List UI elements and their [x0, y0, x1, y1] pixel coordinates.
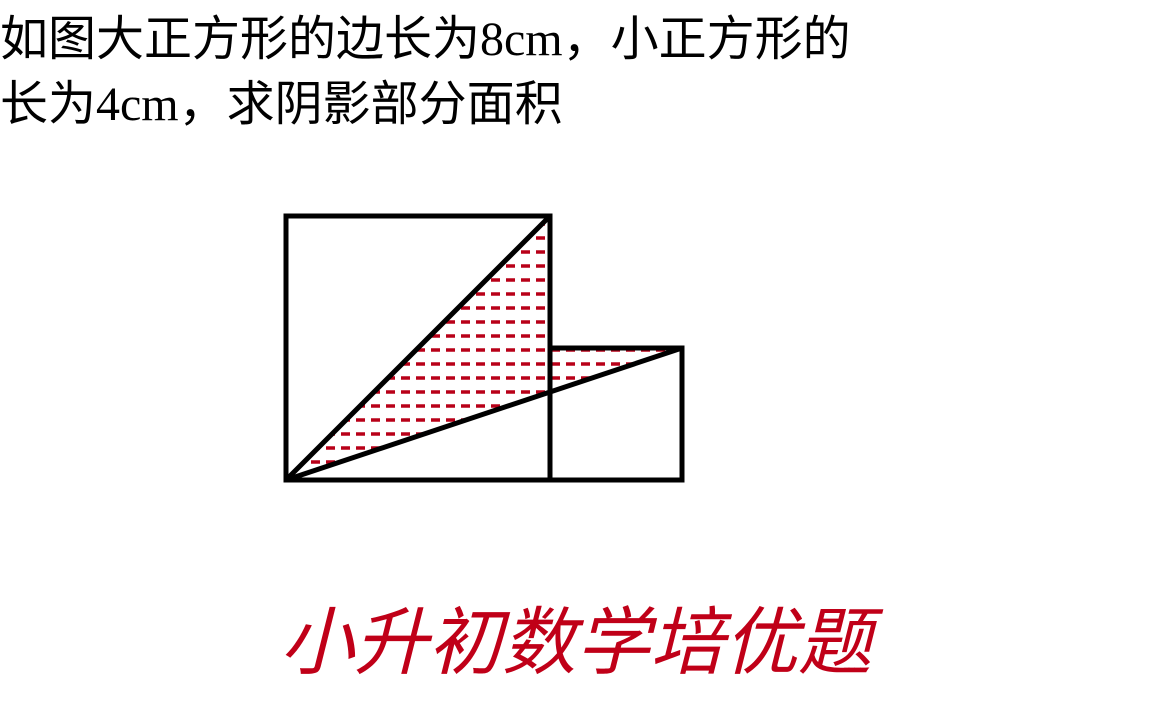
- problem-text: 如图大正方形的边长为8cm，小正方形的 长为4cm，求阴影部分面积: [0, 8, 851, 138]
- problem-line-2: 长为4cm，求阴影部分面积: [0, 73, 851, 138]
- geometry-diagram: [280, 210, 688, 491]
- page-title: 小升初数学培优题: [280, 583, 872, 690]
- diagram-svg: [280, 210, 688, 486]
- problem-line-1: 如图大正方形的边长为8cm，小正方形的: [0, 8, 851, 73]
